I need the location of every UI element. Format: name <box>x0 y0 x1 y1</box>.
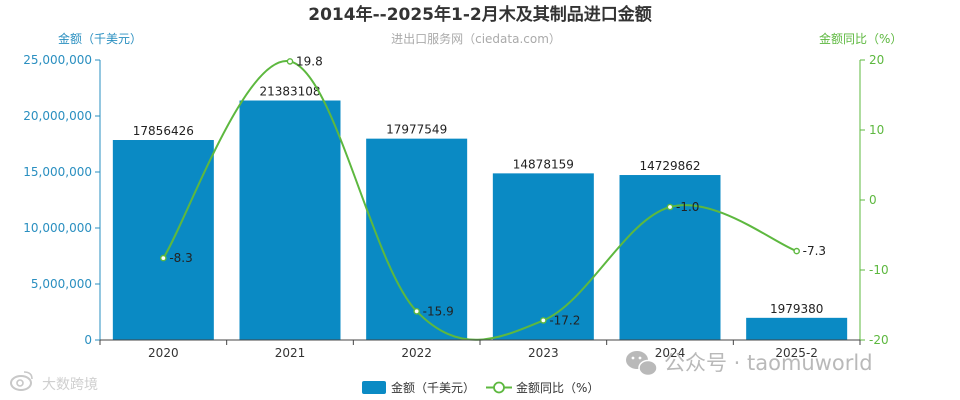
left-axis-tick-label: 15,000,000 <box>23 165 92 179</box>
line-value-label: -15.9 <box>423 304 454 318</box>
watermark-right-text: 公众号 · taomuworld <box>664 351 873 375</box>
line-point <box>286 58 294 65</box>
x-axis-tick-label: 2021 <box>275 346 306 360</box>
right-axis-tick-label: 0 <box>869 193 877 207</box>
line-value-label: -17.2 <box>549 313 580 327</box>
right-axis-tick-label: -10 <box>869 263 889 277</box>
legend-bar-swatch[interactable] <box>362 381 386 394</box>
line-point <box>793 247 800 255</box>
bar <box>492 173 594 340</box>
bar-value-label: 17856426 <box>133 124 194 138</box>
bar-value-label: 14878159 <box>513 157 574 171</box>
line-point <box>160 254 167 262</box>
right-axis-title: 金额同比（%） <box>819 31 902 46</box>
line-series: -8.3 19.8 -15.9 -17.2 -1.0 -7.3 <box>160 54 826 341</box>
x-axis-tick-label: 2020 <box>148 346 179 360</box>
line-value-label: -1.0 <box>676 200 699 214</box>
left-axis-tick-label: 20,000,000 <box>23 109 92 123</box>
left-axis-tick-label: 25,000,000 <box>23 53 92 67</box>
watermark-left-text: 大数跨境 <box>42 377 98 393</box>
bar <box>112 140 214 340</box>
bar <box>239 100 341 341</box>
right-axis: -20 -10 0 10 20 <box>859 53 889 347</box>
bar-value-label: 14729862 <box>639 159 700 173</box>
bar <box>366 138 468 340</box>
bar-value-label: 1979380 <box>770 302 823 316</box>
left-axis-title: 金额（千美元） <box>58 31 142 46</box>
right-axis-tick-label: 20 <box>869 53 884 67</box>
bar-series: 17856426 21383108 17977549 14878159 14729862… <box>112 85 848 341</box>
x-axis-tick-label: 2022 <box>401 346 432 360</box>
wechat-icon <box>626 351 658 377</box>
right-axis-tick-label: 10 <box>869 123 884 137</box>
left-axis-tick-label: 0 <box>84 333 92 347</box>
left-axis-tick-label: 5,000,000 <box>31 277 92 291</box>
line-value-label: -7.3 <box>803 244 826 258</box>
legend-bar-label[interactable]: 金额（千美元） <box>391 380 475 395</box>
line-value-label: -8.3 <box>169 251 192 265</box>
watermark-right: 公众号 · taomuworld <box>626 351 873 377</box>
bar-value-label: 21383108 <box>259 85 320 99</box>
chart-subtitle: 进出口服务网（ciedata.com） <box>391 31 561 46</box>
bar <box>746 317 848 340</box>
line-point <box>413 307 420 315</box>
line-point <box>666 203 674 211</box>
watermark-left: 大数跨境 <box>10 371 98 393</box>
bar <box>619 175 721 340</box>
line-value-label: 19.8 <box>296 54 323 68</box>
legend-line-label[interactable]: 金额同比（%） <box>516 380 599 395</box>
x-axis-tick-label: 2025-2 <box>775 346 818 360</box>
weibo-icon <box>10 371 33 391</box>
x-axis-tick-label: 2023 <box>528 346 559 360</box>
left-axis-tick-label: 10,000,000 <box>23 221 92 235</box>
chart-title: 2014年--2025年1-2月木及其制品进口金额 <box>308 4 651 25</box>
legend-line-marker <box>493 381 505 394</box>
x-axis-tick-label: 2024 <box>655 346 686 360</box>
right-axis-tick-label: -20 <box>869 333 889 347</box>
left-axis: 0 5,000,000 10,000,000 15,000,000 20,000,000… <box>23 53 101 347</box>
x-axis: 2020 2021 2022 2023 2024 2025-2 <box>99 339 861 360</box>
bar-value-label: 17977549 <box>386 123 447 137</box>
legend[interactable]: 金额（千美元） 金额同比（%） <box>362 380 599 395</box>
line-point <box>540 317 547 324</box>
